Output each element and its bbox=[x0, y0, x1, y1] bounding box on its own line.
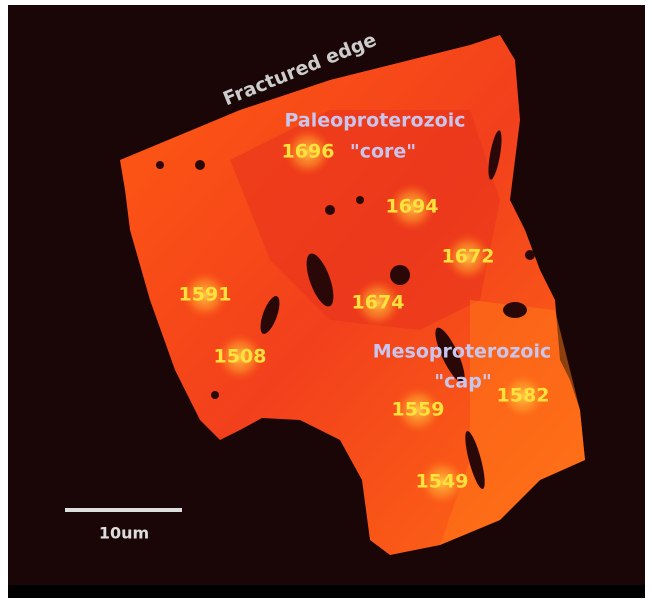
age-label: 1508 bbox=[214, 346, 267, 368]
era-label: Paleoproterozoic bbox=[285, 110, 466, 132]
scale-label: 10um bbox=[99, 524, 149, 543]
age-label: 1582 bbox=[497, 385, 550, 407]
age-label: 1591 bbox=[179, 284, 232, 306]
cap-label: "cap" bbox=[434, 371, 491, 393]
age-label: 1694 bbox=[386, 196, 439, 218]
age-label: 1696 bbox=[282, 141, 335, 163]
era-label: Mesoproterozoic bbox=[373, 341, 551, 363]
age-label: 1549 bbox=[416, 471, 469, 493]
micrograph: 10um Fractured edge Paleoproterozoic "co… bbox=[0, 0, 652, 600]
core-label: "core" bbox=[350, 141, 416, 163]
bottom-bar bbox=[8, 585, 645, 598]
age-label: 1559 bbox=[392, 399, 445, 421]
age-label: 1674 bbox=[352, 292, 405, 314]
age-label: 1672 bbox=[442, 246, 495, 268]
